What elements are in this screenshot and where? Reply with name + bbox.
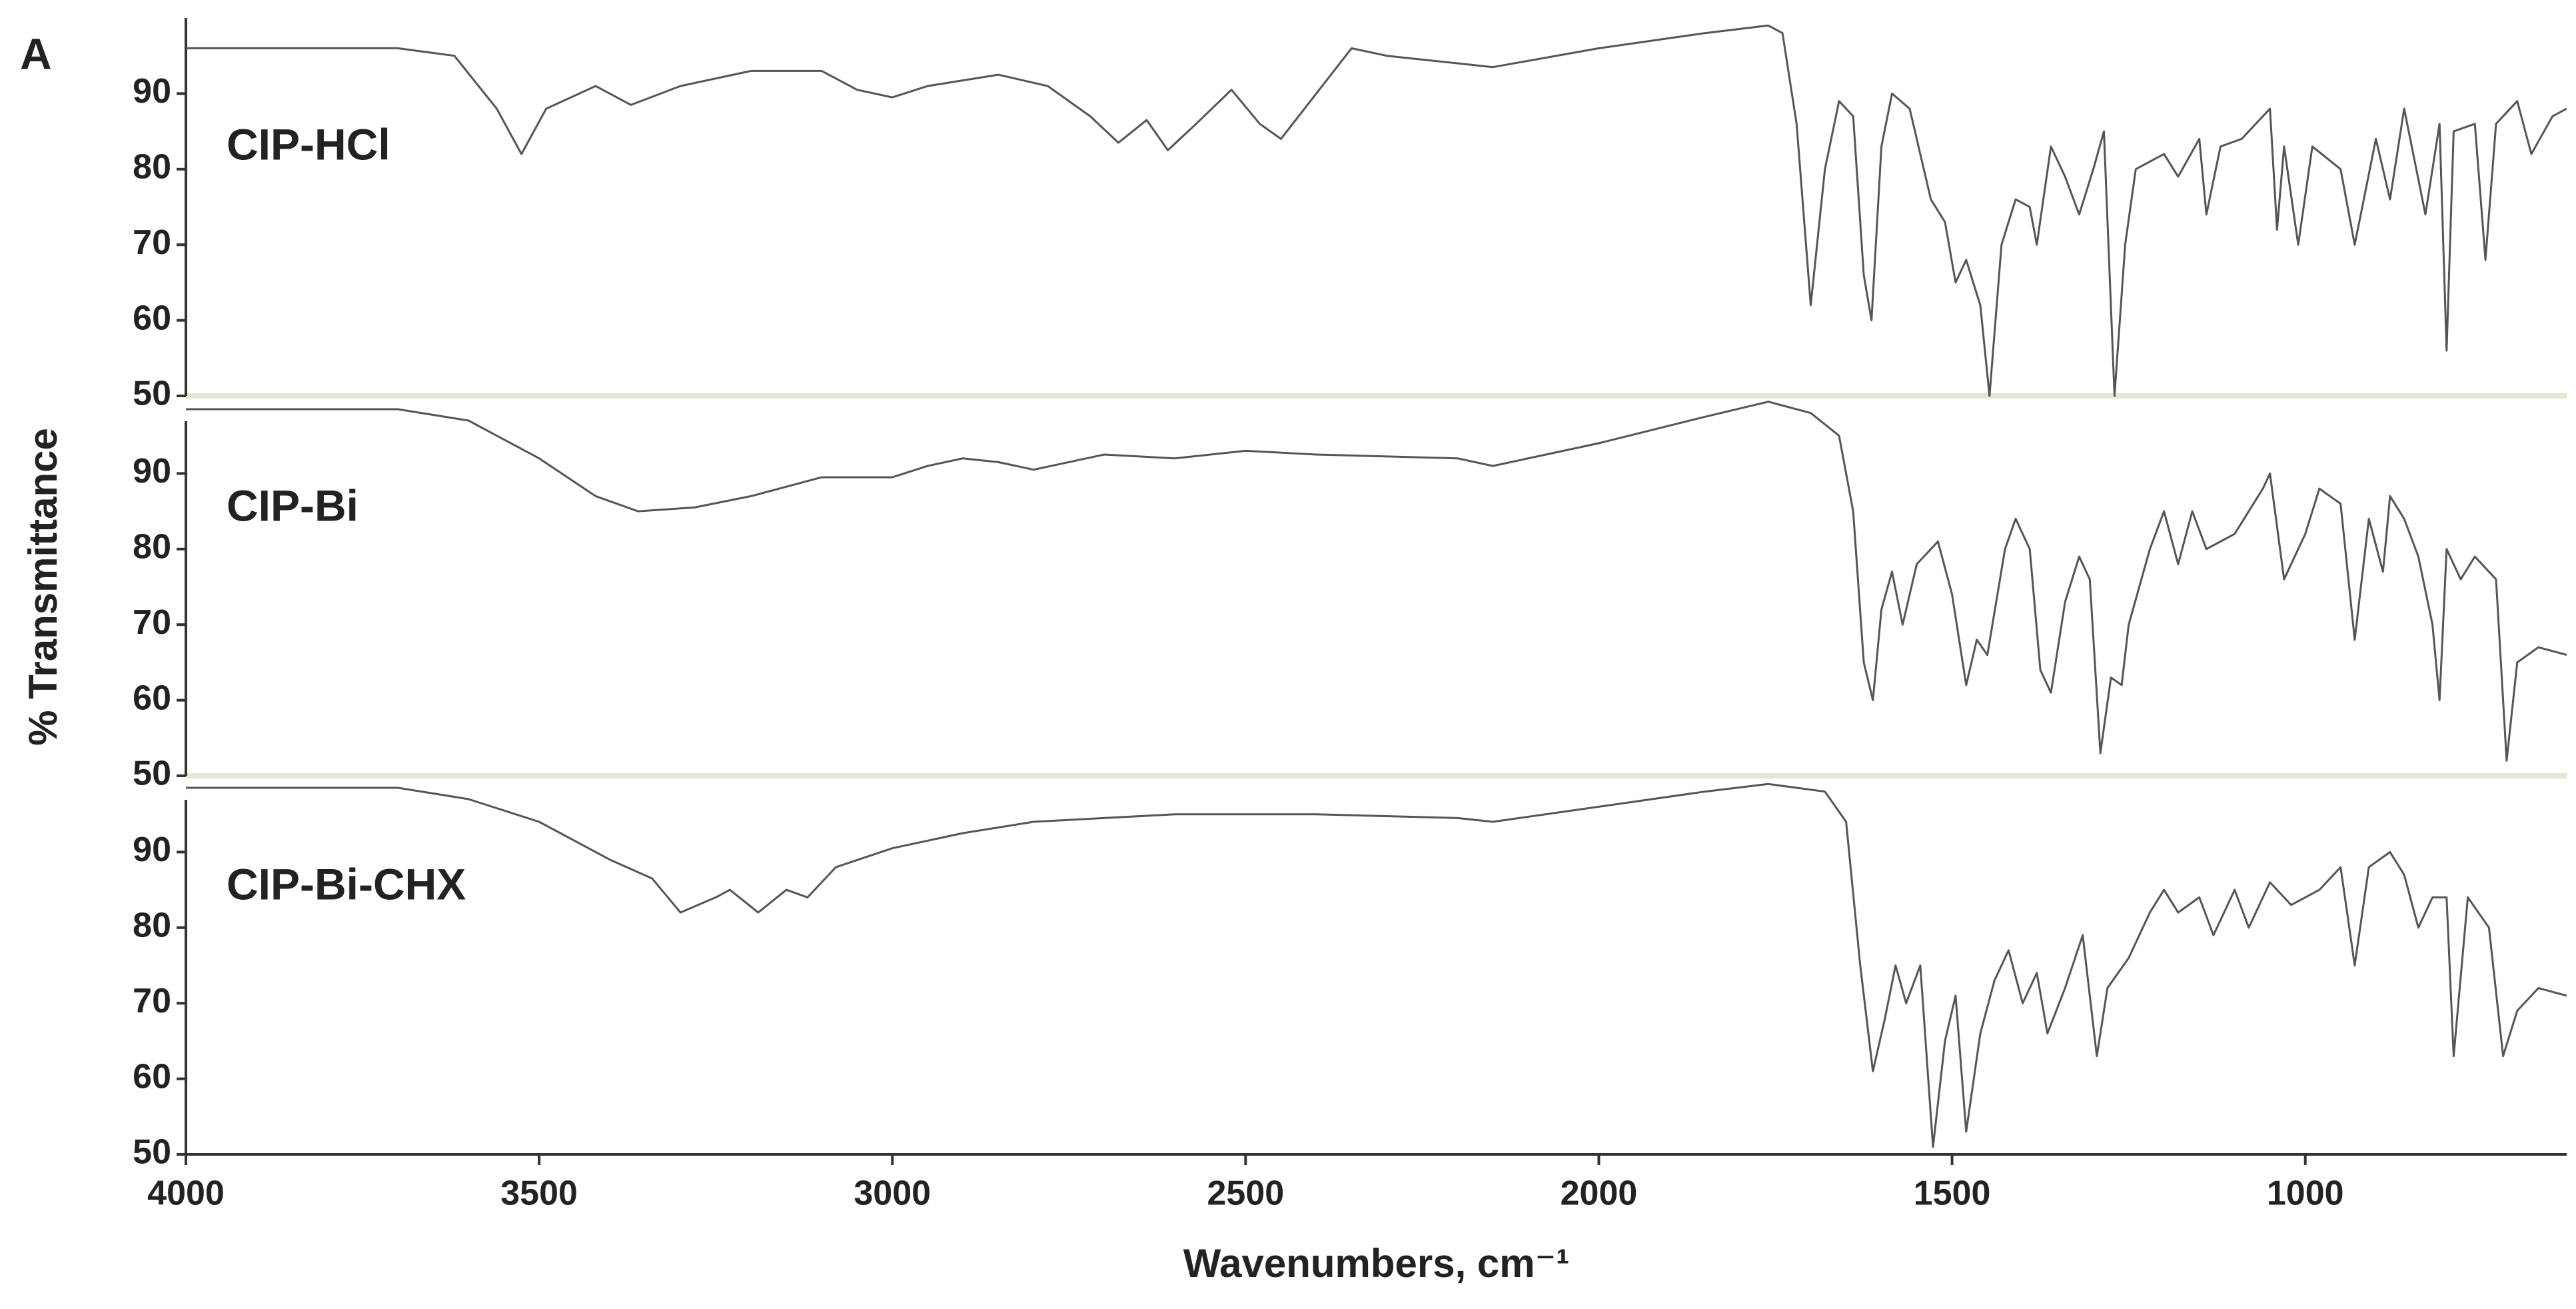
y-tick-label: 90 — [133, 830, 171, 869]
x-tick-label: 4000 — [147, 1174, 225, 1213]
y-tick-label: 80 — [133, 528, 171, 567]
y-tick-label: 80 — [133, 148, 171, 187]
y-tick-label: 80 — [133, 906, 171, 945]
series-label: CIP-Bi — [227, 481, 358, 530]
x-tick-label: 3500 — [500, 1174, 578, 1213]
panel-label: A — [20, 29, 52, 78]
y-tick-label: 50 — [133, 754, 171, 793]
x-axis-label: Wavenumbers, cm⁻¹ — [1183, 1241, 1570, 1286]
series-label: CIP-Bi-CHX — [227, 859, 466, 908]
y-tick-label: 60 — [133, 678, 171, 717]
y-tick-label: 70 — [133, 982, 171, 1020]
x-tick-label: 2500 — [1207, 1174, 1285, 1213]
y-axis-label: % Transmittance — [21, 428, 65, 746]
series-label: CIP-HCl — [227, 119, 390, 169]
y-tick-label: 60 — [133, 299, 171, 337]
y-tick-label: 50 — [133, 1133, 171, 1172]
y-tick-label: 60 — [133, 1057, 171, 1096]
y-tick-label: 90 — [133, 72, 171, 111]
x-tick-label: 2000 — [1561, 1174, 1638, 1213]
y-tick-label: 50 — [133, 375, 171, 413]
y-tick-label: 70 — [133, 223, 171, 262]
x-tick-label: 1500 — [1914, 1174, 1991, 1213]
x-tick-label: 3000 — [854, 1174, 931, 1213]
y-tick-label: 90 — [133, 452, 171, 491]
spectrum-line — [186, 24, 2567, 397]
spectrum-line — [186, 782, 2567, 1148]
spectrum-line — [186, 401, 2567, 762]
x-tick-label: 1000 — [2267, 1174, 2344, 1213]
y-tick-label: 70 — [133, 603, 171, 642]
